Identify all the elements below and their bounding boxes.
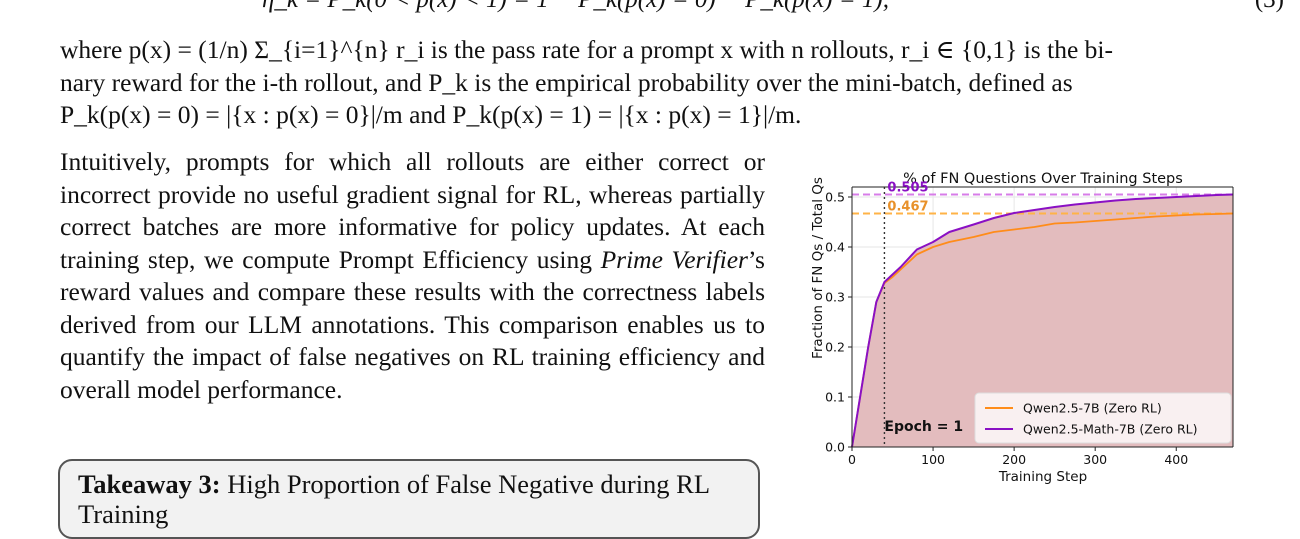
y-tick-label: 0.1 (825, 390, 845, 405)
y-tick-label: 0.4 (825, 240, 845, 255)
legend-label-0: Qwen2.5-7B (Zero RL) (1023, 401, 1162, 416)
y-tick-label: 0.5 (825, 190, 845, 205)
paragraph-intuition-part1: Intuitively, prompts for which all rollo… (60, 147, 765, 274)
paragraph-line-2: nary reward for the i-th rollout, and P_… (60, 67, 1073, 97)
y-tick-label: 0.0 (825, 440, 845, 455)
x-tick-label: 400 (1164, 452, 1188, 467)
value-label-qwen-math-7b: 0.505 (887, 181, 928, 196)
chart-xlabel: Training Step (998, 469, 1087, 485)
x-tick-label: 100 (921, 452, 945, 467)
x-tick-label: 200 (1002, 452, 1026, 467)
paragraph-intuition-part2: ’s reward values and compare these resul… (60, 244, 765, 404)
equation-fragment: η_k = P_k(0 < p(x) < 1) = 1 − P_k(p(x) =… (0, 0, 1300, 13)
chart-legend: Qwen2.5-7B (Zero RL) Qwen2.5-Math-7B (Zer… (974, 392, 1232, 444)
paragraph-intuition: Intuitively, prompts for which all rollo… (60, 146, 765, 406)
paragraph-line-3: P_k(p(x) = 0) = |{x : p(x) = 0}|/m and P… (60, 100, 802, 129)
y-tick-label: 0.3 (825, 290, 845, 305)
chart-area-fill (852, 194, 1233, 447)
chart-reference-lines (852, 187, 1233, 447)
y-tick-label: 0.2 (825, 340, 845, 355)
chart-ylabel: Fraction of FN Qs / Total Qs (810, 177, 826, 359)
takeaway-label: Takeaway 3: (78, 469, 221, 499)
chart-title: % of FN Questions Over Training Steps (903, 171, 1183, 187)
area-fill (852, 194, 1233, 447)
prime-verifier-term: Prime Verifier (600, 244, 748, 274)
fn-questions-chart: % of FN Questions Over Training Steps Fr… (810, 171, 1234, 485)
value-label-qwen-7b: 0.467 (887, 200, 928, 215)
takeaway-box: Takeaway 3: High Proportion of False Neg… (58, 459, 760, 539)
chart-annotations: 0.505 0.467 Epoch = 1 (884, 181, 963, 436)
equation-body: η_k = P_k(0 < p(x) < 1) = 1 − P_k(p(x) =… (262, 0, 889, 14)
chart-ticks: 0 100 200 300 400 0.0 0.1 0.2 0.3 0.4 0.5 (825, 186, 1234, 467)
chart-series-lines (851, 193, 1234, 448)
paragraph-line-1: where p(x) = (1/n) Σ_{i=1}^{n} r_i is th… (60, 35, 1113, 64)
series-line-1 (851, 193, 1234, 448)
equation-number: (3) (1255, 0, 1284, 14)
legend-box (974, 392, 1232, 444)
x-tick-label: 300 (1083, 452, 1107, 467)
epoch-label: Epoch = 1 (884, 419, 963, 435)
paragraph-pass-rate: where p(x) = (1/n) Σ_{i=1}^{n} r_i is th… (60, 34, 1245, 132)
legend-label-1: Qwen2.5-Math-7B (Zero RL) (1023, 422, 1198, 437)
x-tick-label: 0 (848, 452, 856, 467)
